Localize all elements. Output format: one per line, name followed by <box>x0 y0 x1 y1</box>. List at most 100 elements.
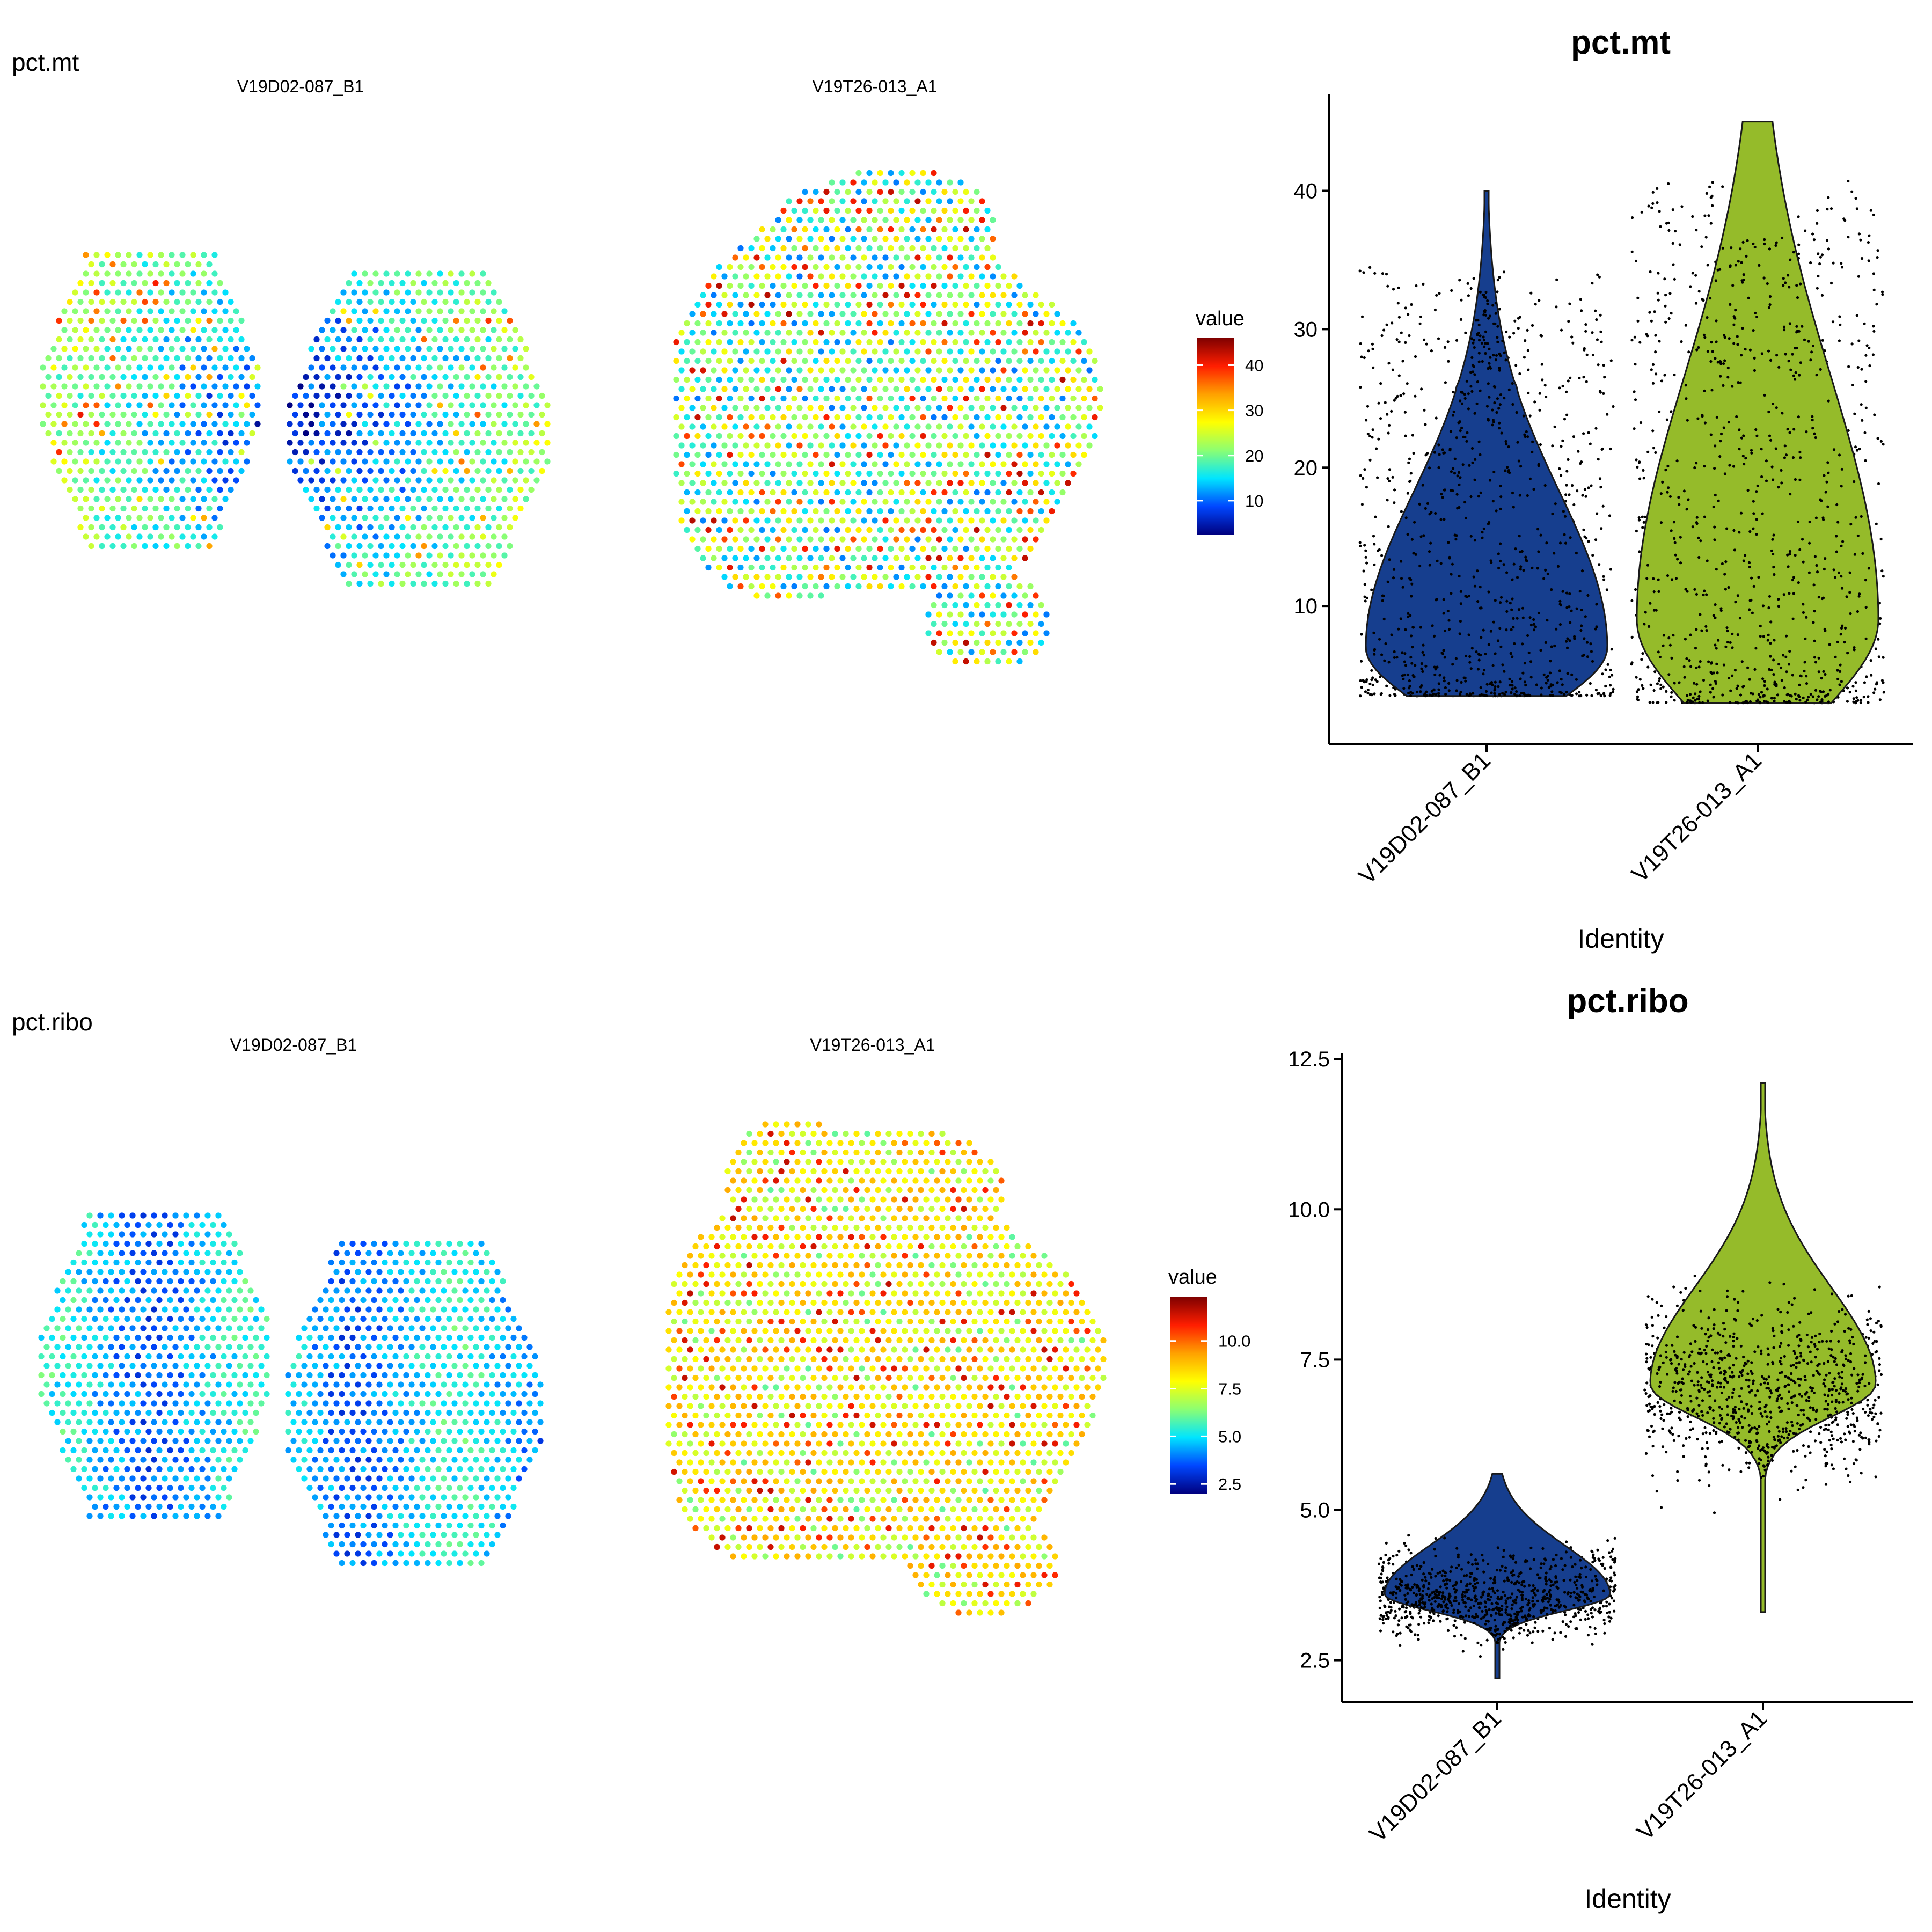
spatial-spot <box>872 461 878 467</box>
jitter-point <box>1362 271 1365 274</box>
spatial-spot <box>893 480 899 486</box>
jitter-point <box>1439 518 1443 521</box>
jitter-point <box>1565 390 1568 393</box>
spatial-spot <box>732 480 738 486</box>
jitter-point <box>1482 672 1485 676</box>
spatial-spot <box>689 461 696 467</box>
spatial-spot <box>764 273 771 280</box>
jitter-point <box>1365 561 1368 565</box>
spatial-spot <box>104 458 111 465</box>
spatial-spot <box>904 348 910 355</box>
spatial-spot <box>195 449 202 456</box>
spatial-spot <box>952 414 958 421</box>
spatial-spot <box>491 327 497 333</box>
spatial-spot <box>367 430 374 437</box>
spatial-spot <box>372 308 379 314</box>
spatial-spot <box>378 430 384 437</box>
jitter-point <box>1511 491 1514 495</box>
spatial-spot <box>888 207 894 214</box>
spatial-spot <box>195 374 202 380</box>
spatial-spot <box>753 536 760 543</box>
jitter-point <box>1832 261 1835 265</box>
spatial-spot <box>421 411 427 418</box>
spatial-spot <box>324 449 331 456</box>
spatial-spot <box>748 489 755 496</box>
spatial-spot <box>732 442 738 449</box>
jitter-point <box>1658 677 1662 680</box>
jitter-point <box>1473 373 1476 376</box>
spatial-spot <box>421 543 427 550</box>
spatial-spot <box>394 402 400 408</box>
spatial-spot <box>228 486 234 493</box>
spatial-spot <box>115 477 121 484</box>
spatial-spot <box>786 517 792 524</box>
jitter-point <box>1600 340 1603 343</box>
spatial-spot <box>351 308 357 314</box>
spatial-spot <box>169 533 175 540</box>
jitter-point <box>1497 552 1500 555</box>
spatial-spot <box>995 357 1001 364</box>
spatial-spot <box>904 461 910 467</box>
spatial-spot <box>206 355 213 362</box>
spatial-spot <box>813 526 819 533</box>
spatial-spot <box>330 533 336 540</box>
spatial-spot <box>743 386 749 392</box>
spatial-spot <box>882 461 889 467</box>
jitter-point <box>1601 504 1605 508</box>
jitter-point <box>1435 294 1438 297</box>
spatial-spot <box>50 421 57 427</box>
jitter-point <box>1370 669 1373 672</box>
spatial-spot <box>185 524 191 531</box>
spatial-spot <box>99 543 105 550</box>
spatial-spot <box>442 467 449 474</box>
spatial-spot <box>249 355 255 362</box>
spatial-spot <box>1016 470 1023 477</box>
jitter-point <box>1641 684 1644 687</box>
jitter-point <box>1419 535 1423 538</box>
spatial-spot <box>77 449 84 456</box>
spatial-spot <box>775 405 781 411</box>
spatial-spot <box>732 405 738 411</box>
jitter-point <box>1496 397 1499 400</box>
spatial-spot <box>394 308 400 314</box>
jitter-point <box>1407 313 1410 316</box>
jitter-point <box>1638 678 1642 681</box>
spatial-spot <box>201 308 207 314</box>
spatial-spot <box>764 311 771 317</box>
legend-tick-label: 10 <box>1245 492 1263 510</box>
spatial-spot <box>796 198 803 204</box>
spatial-spot <box>866 489 873 496</box>
spatial-spot <box>700 442 706 449</box>
spatial-spot <box>700 499 706 505</box>
jitter-point <box>1510 608 1513 611</box>
spatial-spot <box>83 327 89 333</box>
spatial-spot <box>131 392 137 399</box>
spatial-spot <box>292 467 298 474</box>
spatial-spot <box>818 236 824 242</box>
spatial-spot <box>152 298 159 305</box>
jitter-point <box>1409 694 1413 697</box>
spatial-spot <box>931 301 937 308</box>
spatial-spot <box>190 252 196 258</box>
spatial-spot <box>410 317 416 324</box>
spatial-spot <box>421 580 427 587</box>
spatial-spot <box>802 526 808 533</box>
jitter-point <box>1591 282 1594 285</box>
spatial-spot <box>120 261 127 268</box>
spatial-spot <box>120 505 127 512</box>
spatial-spot <box>147 402 153 408</box>
spatial-spot <box>984 602 991 609</box>
spatial-spot <box>99 374 105 380</box>
spatial-spot <box>249 411 255 418</box>
spatial-spot <box>195 261 202 268</box>
spatial-spot <box>158 289 164 296</box>
jitter-point <box>1594 427 1598 430</box>
spatial-spot <box>941 508 948 515</box>
spatial-spot <box>909 414 916 421</box>
spatial-spot <box>335 449 341 456</box>
spatial-spot <box>861 311 867 317</box>
spatial-spot <box>963 414 969 421</box>
spatial-spot <box>324 355 331 362</box>
spatial-spot <box>931 188 937 195</box>
spatial-spot <box>957 217 964 223</box>
